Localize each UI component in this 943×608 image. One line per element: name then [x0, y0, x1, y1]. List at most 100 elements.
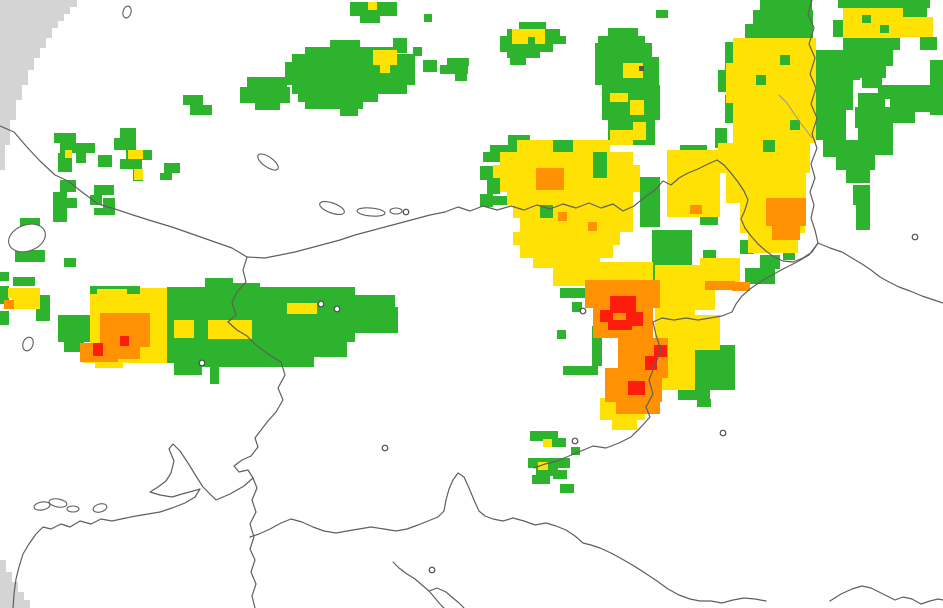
radar-cell-moderate-rain — [65, 150, 72, 158]
radar-cell-light-rain — [194, 357, 314, 367]
radar-cell-light-rain — [330, 40, 360, 48]
lake-outline — [66, 505, 80, 513]
radar-cell-light-rain — [340, 108, 358, 116]
radar-cell-light-rain — [210, 367, 219, 384]
radar-cell-light-rain — [528, 458, 542, 468]
radar-cell-light-rain — [688, 390, 710, 399]
radar-cell-light-rain — [856, 185, 864, 193]
radar-cell-light-rain — [490, 145, 520, 155]
radar-cell-light-rain — [572, 302, 582, 312]
radar-coverage-boundary — [0, 0, 77, 170]
country-border — [428, 587, 465, 608]
radar-cell-light-rain — [652, 230, 692, 265]
radar-cell-moderate-rain — [380, 65, 390, 73]
radar-cell-moderate-rain — [500, 152, 633, 165]
radar-cell-moderate-rain — [493, 165, 640, 178]
radar-cell-light-rain — [880, 25, 889, 33]
radar-cell-light-rain — [233, 283, 260, 290]
radar-cell-light-rain — [833, 20, 845, 37]
radar-cell-moderate-rain — [228, 332, 248, 339]
radar-cell-light-rain — [120, 159, 142, 169]
country-border — [533, 242, 819, 469]
country-border — [249, 472, 767, 604]
radar-cell-light-rain — [13, 277, 35, 286]
radar-cell-light-rain — [393, 38, 407, 53]
radar-cell-light-rain — [530, 431, 558, 441]
lake-outline — [319, 200, 345, 216]
radar-cell-light-rain — [878, 85, 933, 99]
radar-cell-light-rain — [180, 303, 355, 320]
radar-cell-light-rain — [760, 255, 780, 269]
radar-cell-light-rain — [205, 278, 233, 288]
city-marker — [317, 300, 325, 308]
radar-cell-light-rain — [816, 110, 846, 140]
radar-cell-light-rain — [557, 330, 566, 339]
radar-cell-light-rain — [680, 145, 707, 154]
radar-cell-moderate-rain — [128, 150, 143, 159]
radar-cell-light-rain — [850, 50, 893, 66]
radar-cell-light-rain — [595, 43, 652, 57]
lake-outline — [257, 153, 279, 171]
lake-outline — [8, 223, 46, 253]
radar-cell-light-rain — [843, 38, 900, 50]
radar-cell-light-rain — [592, 326, 602, 366]
radar-cell-light-rain — [94, 208, 103, 215]
radar-cell-light-rain — [838, 0, 930, 8]
radar-cell-moderate-rain — [843, 8, 903, 38]
country-border — [807, 0, 819, 244]
radar-cell-heavy-rain — [616, 398, 660, 414]
radar-cell-light-rain — [540, 205, 553, 218]
radar-cell-light-rain — [183, 95, 203, 105]
radar-cell-light-rain — [355, 307, 398, 333]
radar-cell-moderate-rain — [695, 315, 720, 350]
radar-cell-heavy-rain — [772, 226, 800, 240]
radar-cell-light-rain — [440, 65, 468, 74]
country-border — [392, 561, 445, 608]
radar-cell-moderate-rain — [97, 289, 127, 297]
radar-cell-moderate-rain — [8, 288, 40, 298]
radar-cell-moderate-rain — [507, 192, 633, 205]
radar-cell-light-rain — [855, 107, 893, 128]
radar-cell-light-rain — [305, 47, 395, 55]
radar-cell-moderate-rain — [538, 462, 548, 470]
radar-cell-light-rain — [413, 47, 422, 56]
radar-cell-moderate-rain — [733, 38, 816, 63]
radar-cell-light-rain — [20, 218, 40, 227]
radar-cell-light-rain — [310, 287, 355, 295]
radar-cell-light-rain — [890, 99, 933, 112]
radar-cell-light-rain — [856, 205, 870, 230]
radar-cell-intense-rain — [608, 320, 632, 330]
radar-cell-intense-rain — [628, 381, 645, 395]
city-marker — [198, 359, 206, 367]
lake-outline — [33, 501, 51, 511]
radar-cell-light-rain — [187, 342, 347, 357]
radar-cell-light-rain — [853, 155, 875, 170]
radar-cell-moderate-rain — [512, 29, 545, 37]
radar-cell-light-rain — [423, 60, 437, 72]
radar-cell-light-rain — [553, 140, 573, 152]
radar-cell-light-rain — [53, 192, 67, 222]
radar-cell-light-rain — [790, 120, 800, 130]
radar-cell-moderate-rain — [134, 169, 143, 180]
radar-cell-light-rain — [507, 50, 540, 58]
lake-outline — [122, 5, 132, 19]
radar-cell-moderate-rain — [535, 36, 545, 44]
radar-cell-light-rain — [532, 475, 550, 484]
lake-outline — [92, 503, 108, 513]
radar-cell-moderate-rain — [512, 36, 528, 44]
radar-cell-light-rain — [480, 194, 493, 207]
radar-cell-light-rain — [846, 170, 870, 183]
city-marker — [579, 307, 587, 315]
radar-cell-light-rain — [483, 152, 510, 162]
radar-cell-light-rain — [725, 42, 735, 70]
radar-cell-light-rain — [90, 195, 102, 205]
radar-cell-light-rain — [510, 57, 526, 65]
radar-cell-light-rain — [98, 155, 112, 167]
radar-cell-light-rain — [58, 315, 91, 342]
radar-cell-light-rain — [500, 36, 566, 44]
radar-cell-light-rain — [745, 268, 775, 284]
radar-cell-heavy-rain — [588, 222, 597, 231]
radar-cell-light-rain — [292, 54, 415, 62]
radar-cell-light-rain — [64, 258, 76, 267]
